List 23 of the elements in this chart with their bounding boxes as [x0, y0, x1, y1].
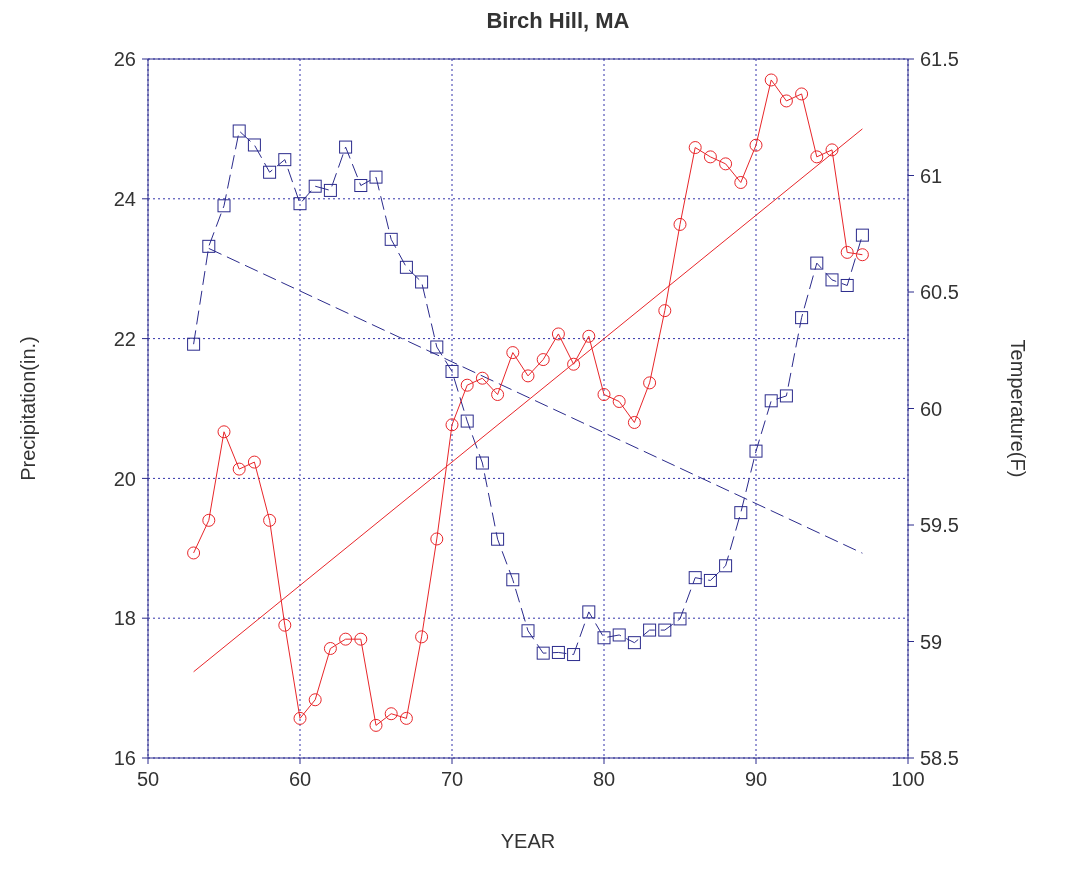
x-tick-label: 100	[891, 768, 925, 791]
y-tick-label: 26	[113, 48, 136, 71]
y2-tick-label: 61.5	[920, 48, 959, 71]
y2-tick-label: 60.5	[920, 281, 959, 304]
y-tick-label: 20	[113, 467, 136, 490]
y2-tick-label: 58.5	[920, 747, 959, 770]
y-tick-label: 16	[113, 747, 136, 770]
y-tick-label: 24	[113, 187, 136, 210]
x-tick-label: 80	[592, 768, 616, 791]
x-tick-label: 50	[136, 768, 160, 791]
y-axis-title: Precipitation(in.)	[17, 336, 40, 481]
y-tick-label: 18	[113, 607, 136, 630]
x-tick-label: 90	[744, 768, 768, 791]
y2-tick-label: 60	[920, 397, 943, 420]
x-tick-label: 60	[288, 768, 312, 791]
chart-title: Birch Hill, MA	[485, 8, 631, 35]
y-tick-label: 22	[113, 327, 136, 350]
y2-tick-label: 61	[920, 164, 943, 187]
x-axis-title: YEAR	[500, 830, 556, 852]
y2-tick-label: 59.5	[920, 514, 959, 537]
x-tick-label: 70	[440, 768, 464, 791]
y2-axis-title: Temperature(F)	[1006, 339, 1029, 478]
y2-tick-label: 59	[920, 630, 943, 653]
